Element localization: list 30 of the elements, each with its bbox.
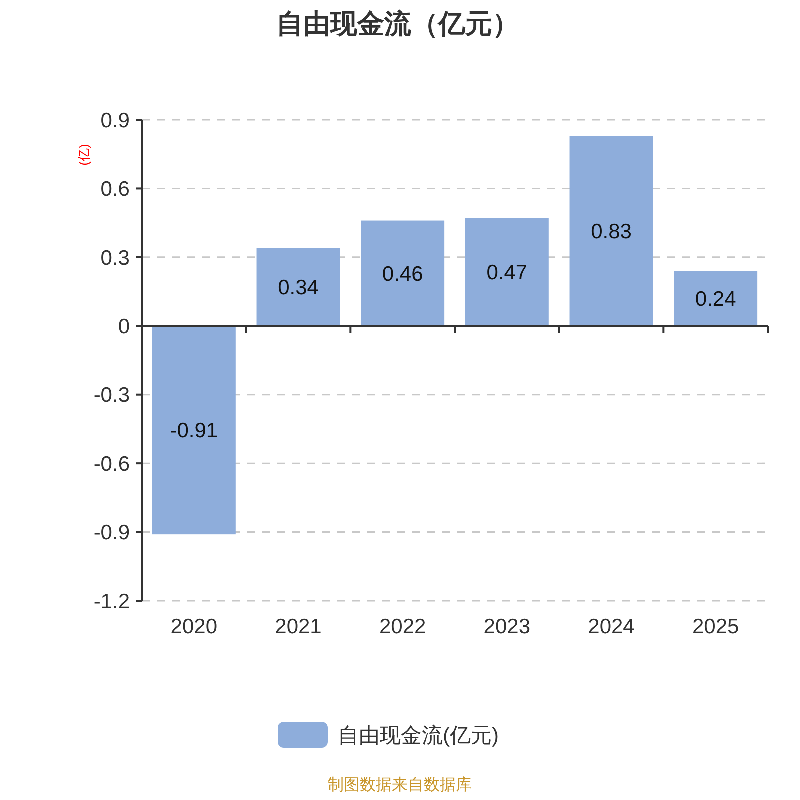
y-tick-label: 0.9: [100, 109, 130, 132]
data-label: 0.46: [382, 262, 424, 286]
y-tick-label: -0.6: [94, 452, 130, 476]
y-tick-label: -1.2: [94, 590, 130, 614]
x-tick-label: 2020: [170, 615, 218, 638]
x-tick-label: 2024: [588, 615, 636, 638]
y-tick-label: 0: [118, 315, 130, 338]
text: 制图数据来自数据库: [328, 776, 472, 794]
chart-title: 自由现金流（亿元）: [276, 9, 520, 39]
y-axis-title: (亿): [76, 144, 92, 166]
y-tick-label: 0.6: [100, 178, 130, 202]
bar: [465, 218, 549, 326]
data-label: 0.34: [278, 276, 320, 300]
y-tick-label: 0.3: [100, 246, 130, 270]
x-tick-label: 2022: [379, 615, 426, 638]
bar: [570, 136, 654, 326]
x-tick-label: 2021: [275, 615, 322, 638]
bar: [152, 326, 236, 535]
data-label: -0.91: [170, 420, 218, 443]
data-label: 0.24: [695, 288, 737, 312]
data-label: 0.47: [486, 262, 528, 285]
x-tick-label: 2023: [484, 615, 531, 638]
y-tick-label: -0.9: [94, 522, 130, 545]
y-tick-label: -0.3: [94, 384, 130, 408]
data-label: 0.83: [591, 220, 632, 244]
bar: [361, 220, 445, 326]
legend-label: 自由现金流(亿元): [338, 724, 499, 748]
bar: [256, 248, 340, 326]
bar: [674, 271, 758, 326]
x-tick-label: 2025: [692, 615, 740, 638]
